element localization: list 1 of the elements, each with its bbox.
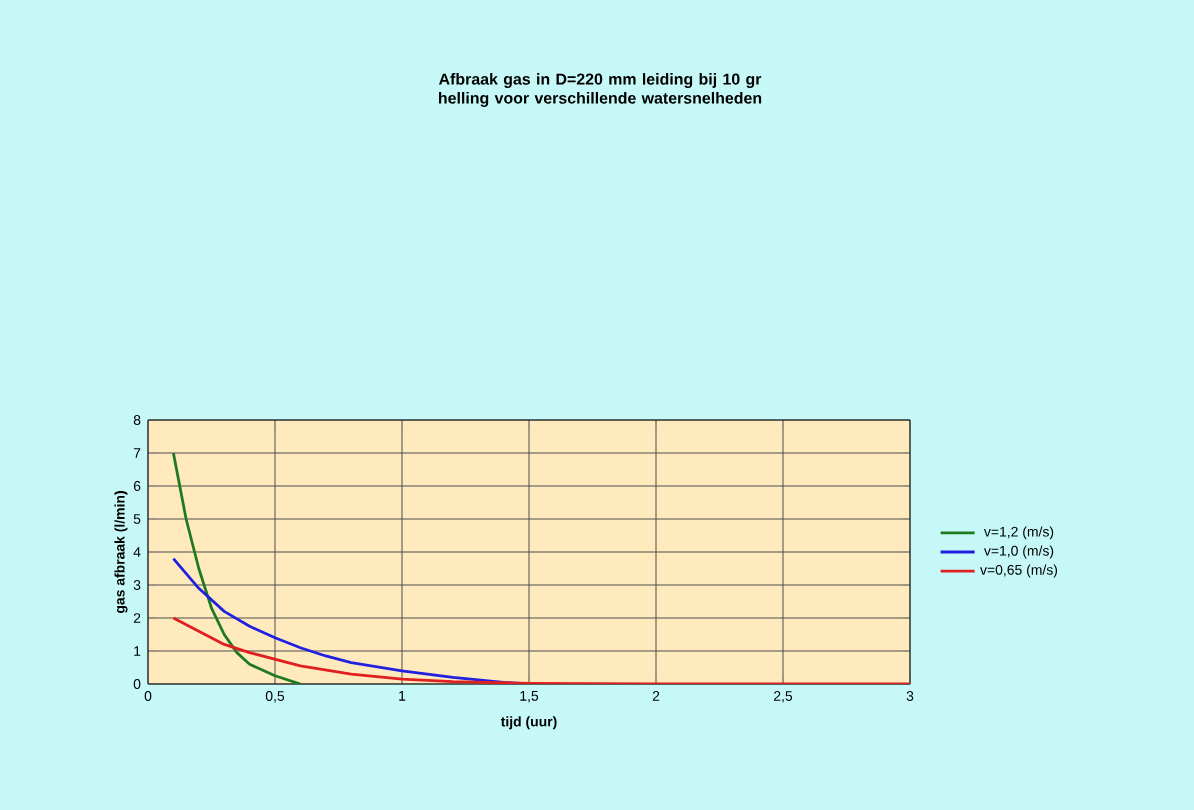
- line-series: [172, 451, 302, 684]
